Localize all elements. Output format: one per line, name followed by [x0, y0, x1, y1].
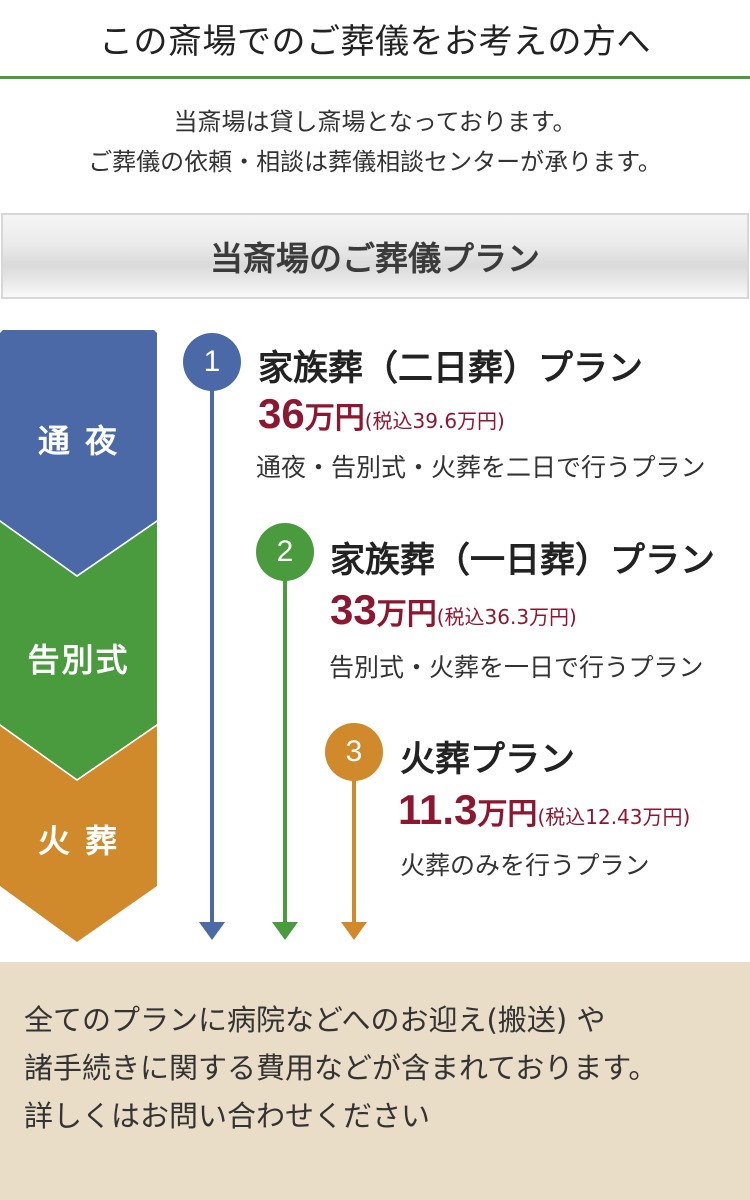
plan-2-price: 33万円(税込36.3万円)	[330, 586, 577, 634]
plan-1-description: 通夜・告別式・火葬を二日で行うプラン	[256, 453, 706, 482]
step-shape-farewell	[0, 522, 157, 779]
plan-3-price-unit: 万円	[477, 797, 538, 832]
footer-line-3: 詳しくはお問い合わせください	[24, 1099, 431, 1133]
footer-line-2: 諸手続きに関する費用などが含まれております。	[24, 1051, 658, 1085]
intro-text: 当斎場は貸し斎場となっております。 ご葬儀の依頼・相談は葬儀相談センターが承りま…	[0, 102, 750, 182]
plan-3-title: 火葬プラン	[400, 740, 576, 780]
plan-3-arrow-head	[341, 922, 367, 940]
plan-2-number-badge: 2	[256, 523, 314, 581]
title-divider	[0, 76, 750, 79]
step-label-cremation: 火 葬	[37, 822, 120, 860]
plan-3-description: 火葬のみを行うプラン	[400, 851, 650, 880]
step-shape-cremation	[0, 726, 157, 942]
plan-heading: 当斎場のご葬儀プラン	[1, 213, 749, 299]
plan-3-price-tax: (税込12.43万円)	[537, 805, 691, 829]
plan-2-price-unit: 万円	[376, 597, 437, 632]
plan-2-description: 告別式・火葬を一日で行うプラン	[329, 653, 704, 682]
plan-2-price-value: 33	[330, 586, 377, 633]
intro-line-2: ご葬儀の依頼・相談は葬儀相談センターが承ります。	[88, 148, 662, 176]
step-shape-wake	[0, 330, 157, 575]
plan-1-price-value: 36	[258, 390, 305, 437]
step-label-wake: 通 夜	[37, 422, 120, 460]
plan-3-number-badge: 3	[325, 723, 383, 781]
plan-1-arrow-head	[199, 922, 225, 940]
plan-2-price-tax: (税込36.3万円)	[436, 605, 577, 629]
plan-2-arrow-head	[272, 922, 298, 940]
plan-1-price: 36万円(税込39.6万円)	[258, 390, 505, 438]
plan-1-price-unit: 万円	[304, 401, 365, 436]
intro-line-1: 当斎場は貸し斎場となっております。	[173, 108, 577, 136]
step-label-farewell: 告別式	[27, 641, 130, 679]
plan-3-price: 11.3万円(税込12.43万円)	[398, 786, 690, 834]
plan-3-price-value: 11.3	[398, 786, 478, 833]
plan-1-price-tax: (税込39.6万円)	[364, 409, 505, 433]
ceremony-steps: 通 夜 告別式 火 葬	[0, 330, 157, 945]
plan-1-number-badge: 1	[183, 333, 241, 391]
ceremony-step-arrows	[0, 330, 157, 942]
plan-2-title: 家族葬（一日葬）プラン	[330, 541, 716, 581]
footer-line-1: 全てのプランに病院などへのお迎え(搬送) や	[24, 1003, 606, 1037]
footer-notice: 全てのプランに病院などへのお迎え(搬送) や 諸手続きに関する費用などが含まれて…	[0, 962, 750, 1200]
page-title: この斎場でのご葬儀をお考えの方へ	[99, 21, 651, 62]
plan-1-title: 家族葬（二日葬）プラン	[258, 349, 644, 389]
